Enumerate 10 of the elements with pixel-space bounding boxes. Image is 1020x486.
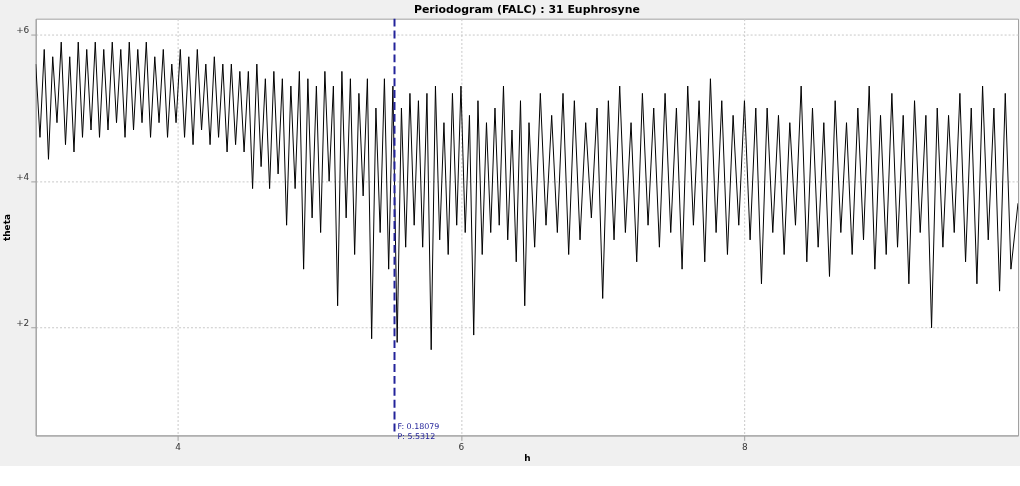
x-tick-label: 4 bbox=[175, 441, 182, 452]
y-axis-title: theta bbox=[2, 214, 13, 241]
x-tick-label: 6 bbox=[458, 441, 465, 452]
chart-title: Periodogram (FALC) : 31 Euphrosyne bbox=[413, 2, 640, 16]
x-axis-title: h bbox=[524, 452, 531, 463]
y-tick-label: +4 bbox=[16, 171, 30, 182]
x-tick-label: 8 bbox=[742, 441, 749, 452]
ref-line-label: F: 0.18079 P: 5.5312 bbox=[397, 422, 440, 442]
y-tick-label: +2 bbox=[16, 318, 30, 329]
y-tick-label: +6 bbox=[16, 25, 30, 36]
